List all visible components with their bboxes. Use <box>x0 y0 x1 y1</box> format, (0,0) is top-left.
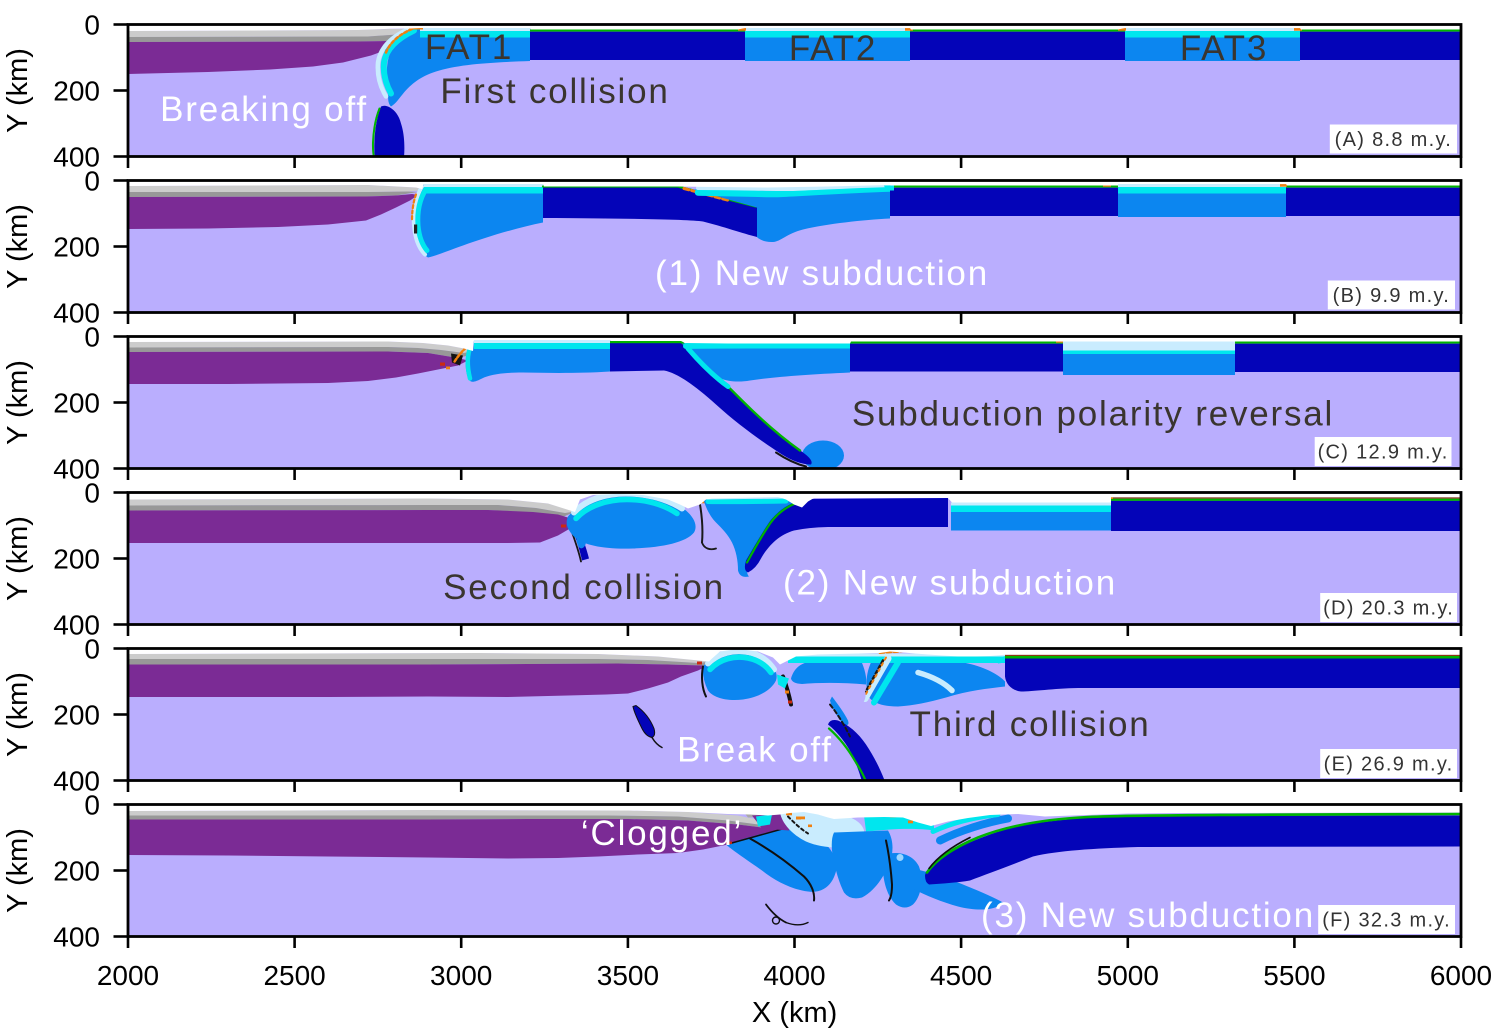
svg-text:Break off: Break off <box>677 731 833 770</box>
svg-text:(F) 32.3 m.y.: (F) 32.3 m.y. <box>1322 910 1451 932</box>
svg-text:FAT3: FAT3 <box>1180 29 1268 68</box>
svg-text:0: 0 <box>84 790 100 821</box>
svg-text:‘Clogged’: ‘Clogged’ <box>581 814 743 853</box>
svg-text:Subduction polarity reversal: Subduction polarity reversal <box>852 394 1334 433</box>
svg-text:(C) 12.9 m.y.: (C) 12.9 m.y. <box>1318 442 1449 464</box>
svg-text:400: 400 <box>53 610 100 641</box>
svg-text:(E) 26.9 m.y.: (E) 26.9 m.y. <box>1324 754 1454 776</box>
svg-text:FAT2: FAT2 <box>789 29 877 68</box>
svg-text:5000: 5000 <box>1097 960 1159 991</box>
svg-text:Second collision: Second collision <box>443 568 725 607</box>
svg-text:Y (km): Y (km) <box>2 360 34 445</box>
svg-text:2000: 2000 <box>97 960 159 991</box>
svg-text:0: 0 <box>84 478 100 509</box>
svg-text:200: 200 <box>53 544 100 575</box>
svg-text:400: 400 <box>53 142 100 173</box>
svg-text:200: 200 <box>53 856 100 887</box>
svg-text:(1) New subduction: (1) New subduction <box>655 254 989 293</box>
svg-text:(2) New subduction: (2) New subduction <box>783 564 1117 603</box>
svg-text:4000: 4000 <box>763 960 825 991</box>
svg-text:Y (km): Y (km) <box>2 204 34 289</box>
svg-text:2500: 2500 <box>263 960 325 991</box>
svg-text:6000: 6000 <box>1430 960 1492 991</box>
svg-text:(3) New subduction: (3) New subduction <box>981 896 1315 935</box>
svg-text:0: 0 <box>84 322 100 353</box>
svg-text:200: 200 <box>53 76 100 107</box>
svg-text:Y (km): Y (km) <box>2 516 34 601</box>
svg-text:Breaking off: Breaking off <box>160 90 368 129</box>
svg-text:400: 400 <box>53 922 100 953</box>
svg-text:200: 200 <box>53 388 100 419</box>
svg-text:0: 0 <box>84 166 100 197</box>
svg-text:5500: 5500 <box>1263 960 1325 991</box>
svg-text:Y (km): Y (km) <box>2 828 34 913</box>
svg-text:4500: 4500 <box>930 960 992 991</box>
svg-text:First collision: First collision <box>440 72 669 111</box>
svg-text:400: 400 <box>53 454 100 485</box>
svg-text:200: 200 <box>53 700 100 731</box>
svg-text:Third collision: Third collision <box>910 705 1151 744</box>
svg-text:0: 0 <box>84 10 100 41</box>
svg-text:FAT1: FAT1 <box>425 28 513 67</box>
svg-text:(A) 8.8 m.y.: (A) 8.8 m.y. <box>1335 129 1452 151</box>
svg-text:(D) 20.3 m.y.: (D) 20.3 m.y. <box>1323 598 1454 620</box>
svg-text:3500: 3500 <box>597 960 659 991</box>
svg-text:200: 200 <box>53 232 100 263</box>
svg-text:Y (km): Y (km) <box>2 48 34 133</box>
svg-text:(B) 9.9 m.y.: (B) 9.9 m.y. <box>1333 285 1450 307</box>
svg-text:Y (km): Y (km) <box>2 672 34 757</box>
svg-text:0: 0 <box>84 634 100 665</box>
svg-text:3000: 3000 <box>430 960 492 991</box>
svg-text:400: 400 <box>53 298 100 329</box>
svg-text:400: 400 <box>53 766 100 797</box>
svg-text:X (km): X (km) <box>752 997 837 1029</box>
